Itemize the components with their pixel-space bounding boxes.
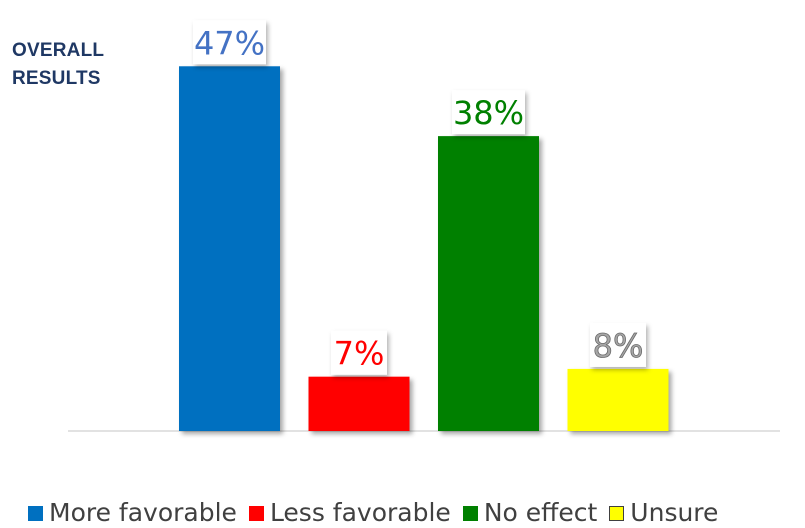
bar-less-favorable	[308, 376, 410, 431]
data-label-no-effect: 38%	[453, 94, 524, 132]
bars-group	[179, 66, 669, 431]
bar-chart: 47% 7% 38% 8%	[68, 20, 780, 432]
legend-swatch-no-effect	[462, 505, 478, 521]
legend-label-less-favorable: Less favorable	[269, 498, 451, 527]
data-label-box-unsure	[590, 322, 646, 367]
legend-item-less-favorable: Less favorable	[248, 498, 451, 528]
legend-item-no-effect: No effect	[462, 498, 598, 528]
legend-label-no-effect: No effect	[483, 498, 598, 527]
data-label-less-favorable: 7%	[334, 335, 385, 373]
legend: More favorable Less favorable No effect …	[28, 498, 718, 528]
data-label-more-favorable: 47%	[194, 24, 265, 62]
data-labels-group: 47% 7% 38% 8%	[193, 20, 646, 375]
data-label-box-no-effect	[452, 90, 525, 135]
data-label-box-less-favorable	[331, 330, 387, 375]
data-label-box-more-favorable	[193, 20, 266, 65]
legend-swatch-less-favorable	[248, 505, 264, 521]
bar-unsure	[567, 368, 669, 431]
legend-swatch-unsure	[609, 505, 625, 521]
legend-item-unsure: Unsure	[609, 498, 718, 528]
legend-swatch-more-favorable	[28, 505, 43, 521]
chart-title-line-2: RESULTS	[12, 68, 101, 89]
chart-title-line-1: OVERALL	[12, 40, 105, 61]
data-label-unsure: 8%	[593, 327, 644, 365]
bar-more-favorable	[179, 66, 280, 431]
legend-label-more-favorable: More favorable	[49, 498, 237, 527]
bar-no-effect	[438, 136, 539, 431]
chart-title: OVERALL RESULTS	[12, 37, 132, 93]
legend-item-more-favorable: More favorable	[28, 498, 237, 528]
legend-label-unsure: Unsure	[630, 498, 719, 527]
